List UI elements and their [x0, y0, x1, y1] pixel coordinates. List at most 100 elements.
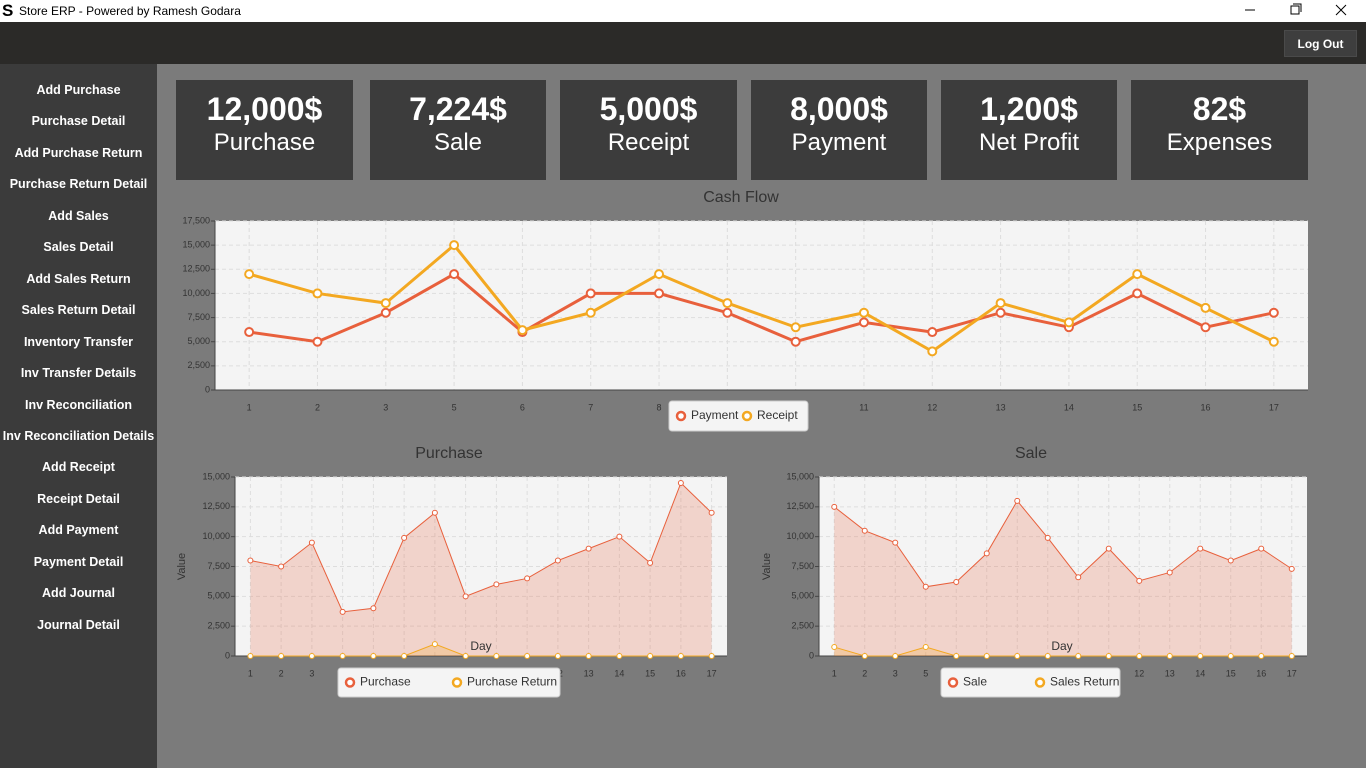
line	[250, 643, 712, 657]
card-value: 5,000$	[599, 91, 698, 127]
summary-card: 7,224$ Sale	[370, 80, 546, 180]
nav-item[interactable]: Inv Reconciliation Details	[2, 428, 155, 443]
legend-label: Purchase	[360, 675, 411, 689]
marker	[449, 269, 460, 280]
marker	[708, 509, 715, 516]
marker	[278, 653, 285, 659]
nav-item[interactable]: Purchase Return Detail	[9, 177, 148, 192]
x-tick-label: 2	[315, 402, 320, 412]
logout-button[interactable]: Log Out	[1284, 30, 1357, 57]
legend-label: Receipt	[757, 408, 798, 422]
x-tick-label: 13	[584, 668, 594, 678]
card-value: 8,000$	[790, 91, 888, 127]
marker	[1044, 534, 1051, 541]
y-tick-label: 5,000	[791, 591, 814, 601]
nav-item[interactable]: Add Purchase Return	[14, 145, 143, 160]
marker	[401, 653, 408, 659]
window-title: Store ERP - Powered by Ramesh Godara	[19, 4, 241, 18]
x-tick-label: 6	[520, 402, 525, 412]
y-tick-label: 12,500	[202, 501, 230, 511]
marker	[922, 644, 929, 651]
x-tick-label: 17	[1269, 402, 1279, 412]
title-bar: S Store ERP - Powered by Ramesh Godara	[0, 0, 1366, 22]
maximize-button[interactable]	[1273, 0, 1319, 22]
legend-label: Sales Return	[1050, 675, 1119, 689]
marker	[1132, 288, 1143, 299]
line	[248, 243, 1275, 354]
nav-item[interactable]: Inventory Transfer	[23, 334, 134, 349]
marker	[677, 479, 684, 486]
y-tick-label: 10,000	[182, 288, 210, 298]
marker	[1197, 653, 1204, 659]
nav-item[interactable]: Payment Detail	[33, 554, 124, 569]
nav-item[interactable]: Add Purchase	[36, 83, 121, 97]
x-tick-label: 15	[1132, 402, 1142, 412]
line	[248, 272, 1275, 344]
marker	[953, 579, 960, 586]
marker	[831, 644, 838, 651]
y-tick-label: 2,500	[207, 621, 230, 631]
marker	[1105, 653, 1112, 659]
marker	[677, 653, 684, 659]
x-tick-label: 7	[588, 402, 593, 412]
marker	[790, 336, 801, 347]
marker	[524, 575, 531, 582]
x-tick-label: 16	[676, 668, 686, 678]
marker	[247, 653, 254, 659]
marker	[654, 269, 665, 280]
x-tick-label: 2	[862, 668, 867, 678]
x-tick-label: 2	[279, 668, 284, 678]
nav-item[interactable]: Add Receipt	[42, 460, 115, 475]
marker	[1227, 557, 1234, 564]
marker	[339, 653, 346, 659]
line	[834, 646, 1292, 657]
summary-card: 82$ Expenses	[1131, 80, 1308, 180]
nav-item[interactable]: Add Payment	[38, 523, 119, 538]
y-tick-label: 5,000	[187, 336, 210, 346]
nav-item[interactable]: Inv Reconciliation	[25, 397, 132, 412]
marker	[790, 322, 801, 333]
nav-item[interactable]: Inv Transfer Details	[20, 366, 137, 381]
marker	[1268, 307, 1279, 318]
marker	[1132, 269, 1143, 280]
minimize-button[interactable]	[1227, 0, 1273, 22]
y-axis-label: Value	[761, 553, 773, 580]
card-label: Payment	[791, 129, 887, 156]
x-axis-label: Day	[470, 639, 491, 653]
x-tick-label: 1	[832, 668, 837, 678]
nav-item[interactable]: Sales Detail	[43, 240, 114, 255]
nav-item[interactable]: Add Journal	[42, 586, 115, 601]
nav-item[interactable]: Receipt Detail	[37, 491, 120, 506]
legend-swatch	[947, 677, 959, 688]
marker	[380, 298, 391, 309]
marker	[554, 557, 561, 564]
y-tick-label: 7,500	[187, 312, 210, 322]
x-tick-label: 12	[927, 402, 937, 412]
marker	[983, 550, 990, 557]
marker	[616, 653, 623, 659]
nav-item[interactable]: Journal Detail	[37, 617, 120, 632]
marker	[493, 581, 500, 588]
summary-card: 12,000$ Purchase	[176, 80, 353, 180]
y-tick-label: 7,500	[791, 561, 814, 571]
marker	[431, 641, 438, 648]
legend-swatch	[675, 410, 687, 422]
marker	[892, 653, 899, 659]
legend-label: Purchase Return	[467, 675, 557, 689]
close-button[interactable]	[1319, 0, 1365, 22]
nav-item[interactable]: Add Sales	[48, 208, 109, 223]
y-tick-label: 12,500	[182, 264, 210, 274]
area	[834, 500, 1292, 656]
card-value: 12,000$	[206, 91, 323, 127]
nav-item[interactable]: Purchase Detail	[31, 114, 126, 129]
legend	[668, 400, 809, 432]
marker	[431, 509, 438, 516]
x-tick-label: 15	[645, 668, 655, 678]
x-axis-label: Day	[1051, 639, 1072, 653]
nav-item[interactable]: Sales Return Detail	[21, 303, 136, 318]
marker	[380, 307, 391, 318]
nav-item[interactable]: Add Sales Return	[26, 271, 131, 286]
marker	[370, 605, 377, 612]
x-tick-label: 3	[893, 668, 898, 678]
